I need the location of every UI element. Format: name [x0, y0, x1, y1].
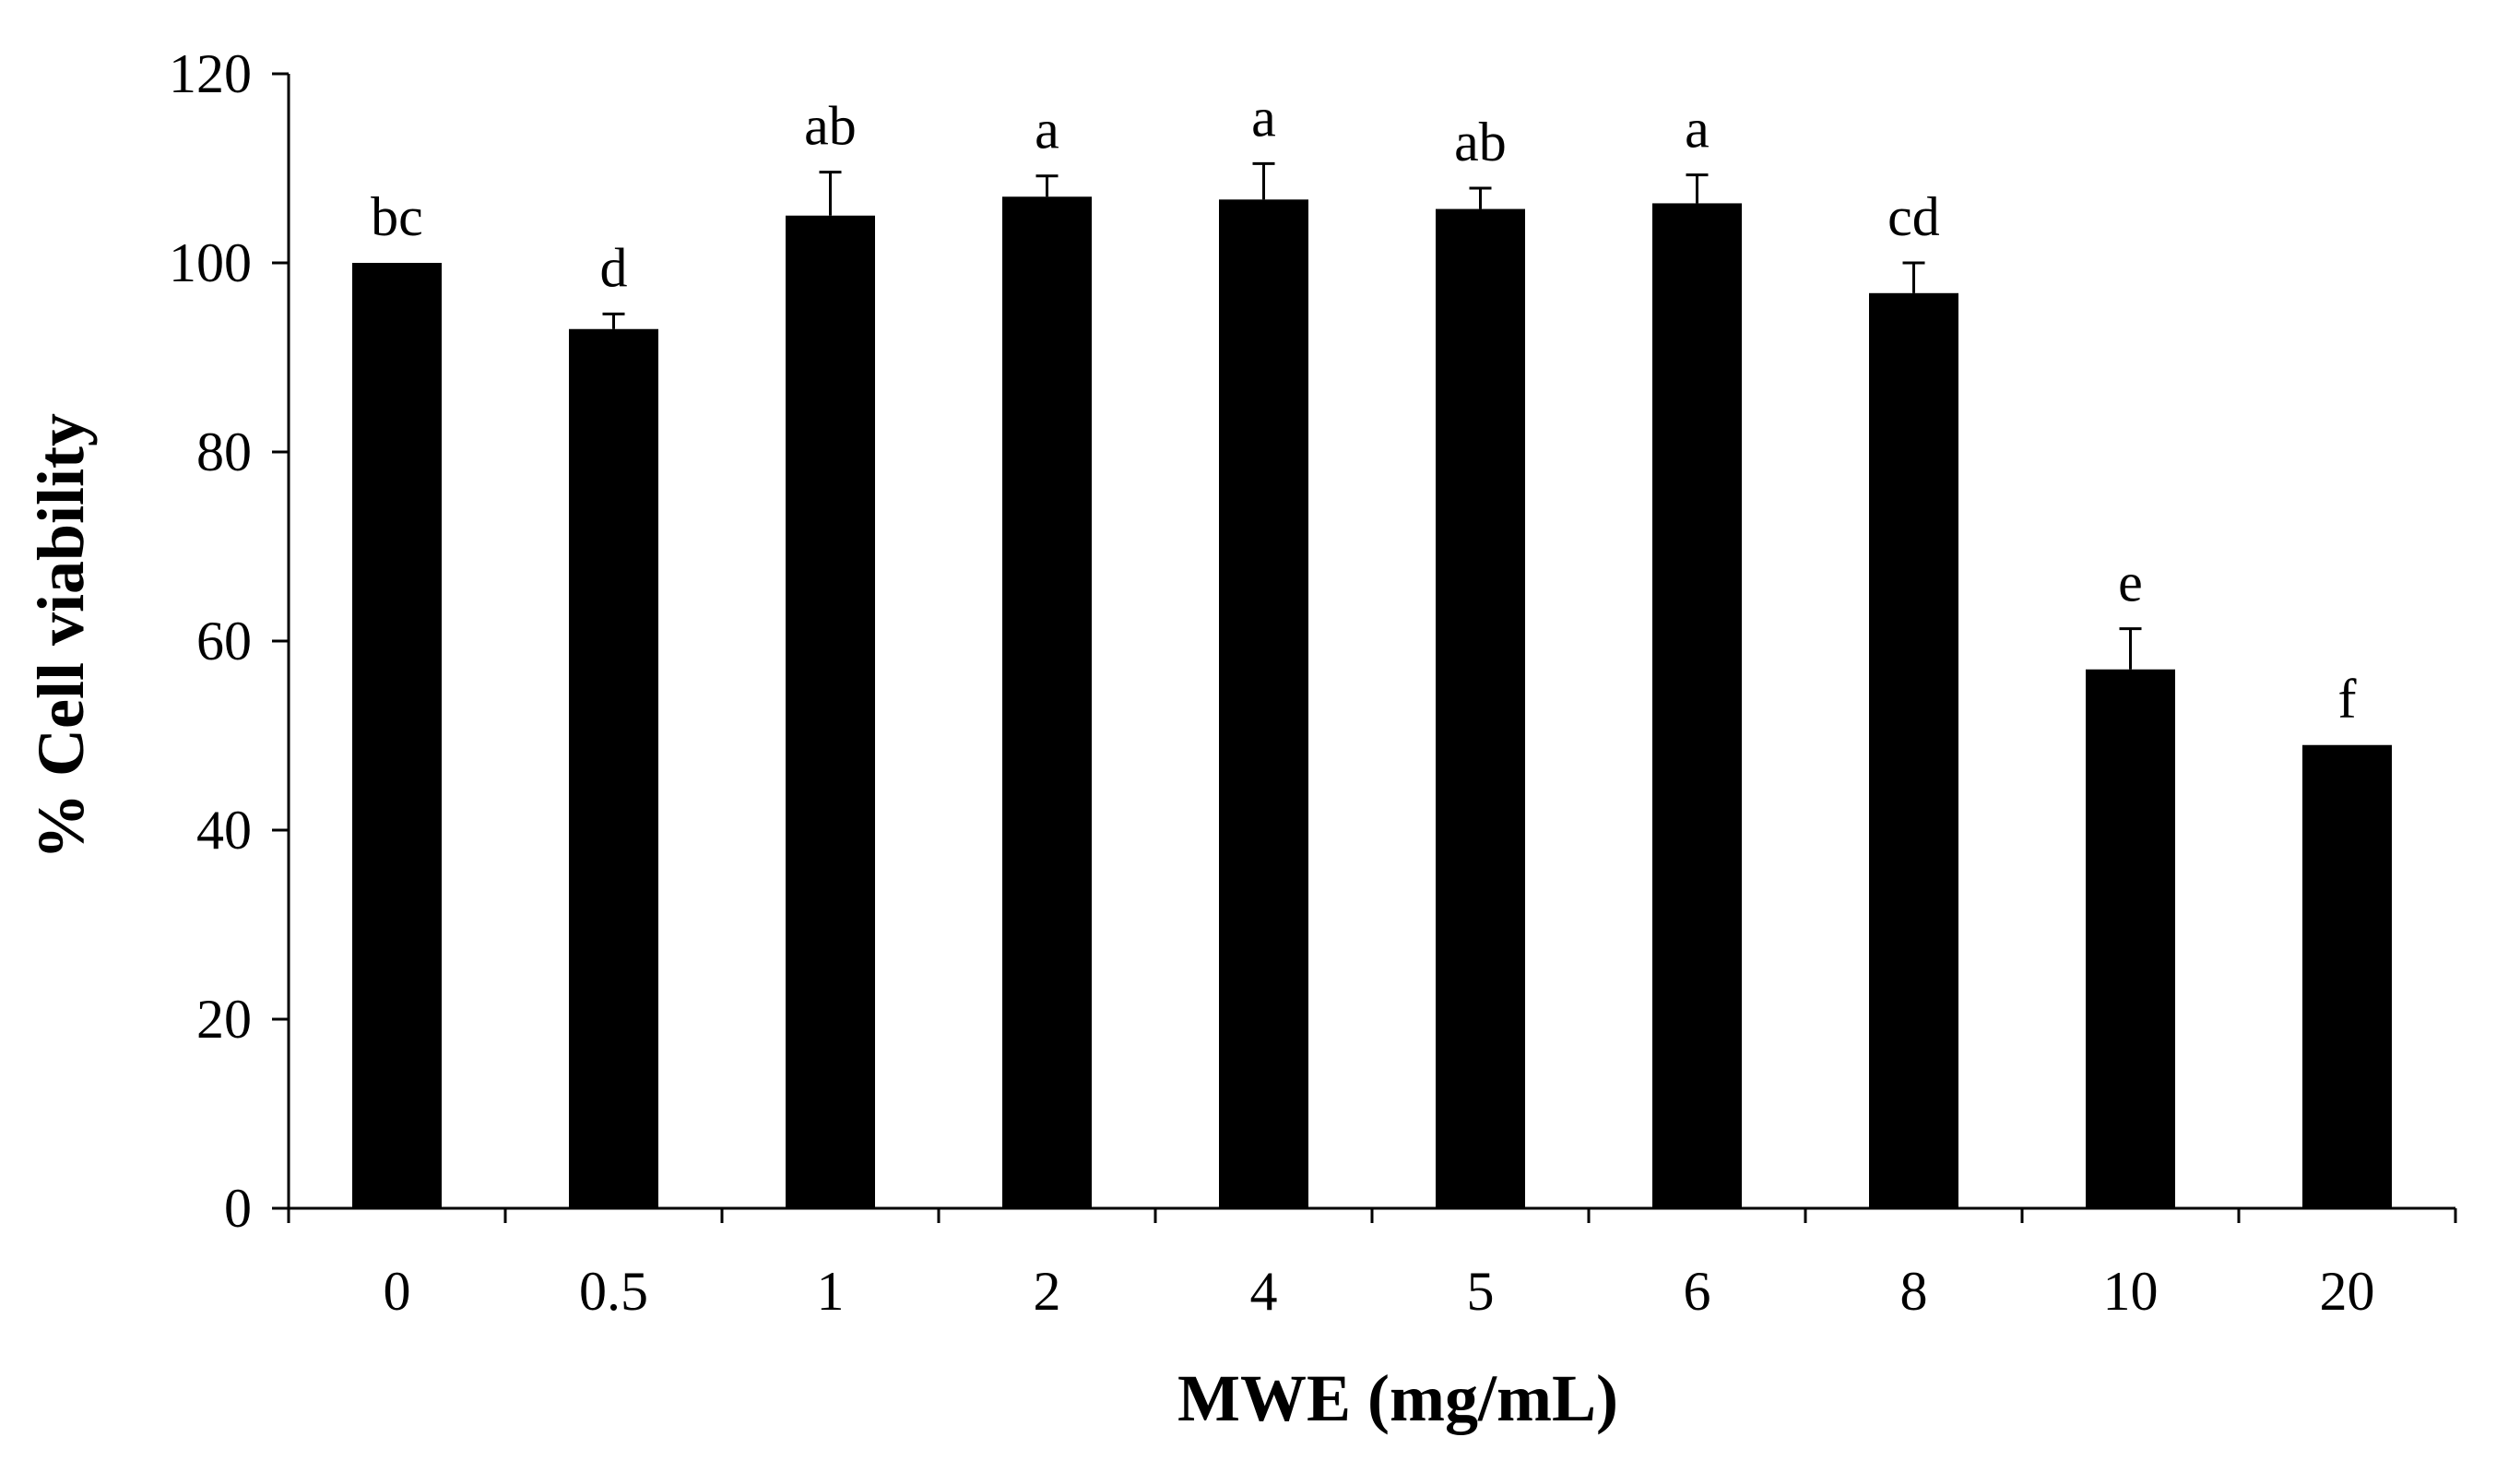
y-tick-label: 0 — [224, 1178, 252, 1239]
bar-significance-label: a — [1035, 100, 1059, 160]
y-tick-label: 20 — [196, 989, 252, 1050]
y-axis: 0 20 40 60 80 100 120 — [169, 43, 290, 1239]
bar-significance-label: a — [1685, 99, 1710, 160]
x-axis-title: MWE (mg/mL) — [1177, 1361, 1618, 1435]
y-axis-title: % Cell viability — [24, 413, 98, 860]
bar-significance-label: ab — [1454, 112, 1507, 172]
bar — [1436, 208, 1525, 1209]
bar — [1652, 203, 1742, 1208]
bar — [569, 328, 658, 1208]
bar-significance-label: d — [600, 237, 628, 298]
x-tick-label: 8 — [1900, 1261, 1928, 1322]
bars — [352, 196, 2392, 1209]
bar — [352, 263, 442, 1208]
y-tick-label: 100 — [169, 232, 252, 293]
x-tick-label: 4 — [1250, 1261, 1278, 1322]
y-tick-label: 80 — [196, 422, 252, 482]
x-tick-label: 1 — [817, 1261, 845, 1322]
x-tick-label: 0.5 — [579, 1261, 648, 1322]
bar-significance-label: ab — [804, 96, 857, 157]
x-tick-label: 20 — [2320, 1261, 2375, 1322]
y-tick-label: 40 — [196, 800, 252, 861]
bar — [1002, 196, 1092, 1208]
bar-significance-label: e — [2118, 552, 2143, 613]
x-tick-label: 6 — [1684, 1261, 1711, 1322]
x-tick-label: 5 — [1467, 1261, 1495, 1322]
bar — [786, 215, 875, 1208]
error-bars — [602, 161, 2142, 670]
bar-significance-label: bc — [371, 186, 423, 247]
x-axis: 0 0.5 1 2 4 5 6 8 10 20 — [287, 1206, 2457, 1322]
bar — [2302, 744, 2392, 1208]
x-tick-label: 10 — [2103, 1261, 2159, 1322]
bar-significance-label: a — [1251, 87, 1276, 148]
x-tick-label: 2 — [1034, 1261, 1061, 1322]
y-tick-label: 60 — [196, 611, 252, 671]
bar — [1869, 292, 1958, 1208]
significance-labels: bc d ab a a ab a cd e f — [371, 87, 2356, 729]
x-tick-label: 0 — [384, 1261, 411, 1322]
bar-significance-label: f — [2338, 669, 2357, 730]
y-tick-label: 120 — [169, 43, 252, 104]
bar-significance-label: cd — [1887, 186, 1940, 247]
bar — [2086, 669, 2175, 1208]
bar — [1219, 199, 1308, 1209]
